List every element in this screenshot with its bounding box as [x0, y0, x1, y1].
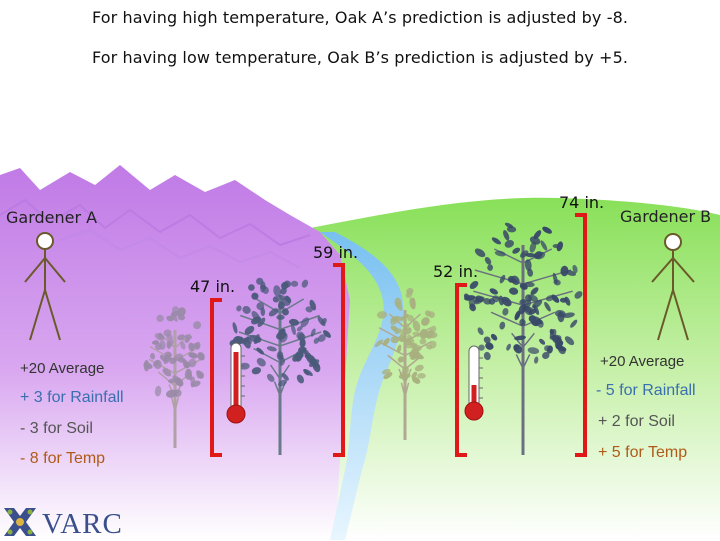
gardener-b-soil: + 2 for Soil	[598, 413, 675, 430]
caption-low-temperature: For having low temperature, Oak B’s pred…	[91, 48, 629, 67]
caption-high-temperature: For having high temperature, Oak A’s pre…	[91, 8, 629, 27]
tree-b-large-height: 74 in.	[559, 193, 605, 212]
bracket-a-small	[210, 298, 222, 457]
gardener-a-average: +20 Average	[20, 360, 105, 377]
tree-a-small-height: 47 in.	[190, 277, 236, 296]
tree-a-large-height: 59 in.	[313, 243, 359, 262]
gardener-a-rainfall: + 3 for Rainfall	[20, 389, 124, 406]
varc-logo-text: VARC	[42, 508, 123, 540]
thermometer-a-icon	[226, 342, 246, 424]
gardener-a-label: Gardener A	[6, 208, 98, 227]
gardener-b-temp: + 5 for Temp	[598, 444, 688, 461]
gardener-a-soil: - 3 for Soil	[20, 420, 93, 437]
gardener-b-rainfall: - 5 for Rainfall	[596, 382, 696, 399]
varc-logo-icon	[4, 508, 36, 536]
gardener-a-temp: - 8 for Temp	[20, 450, 106, 467]
tree-a-small-icon	[143, 306, 205, 448]
gardener-b-label: Gardener B	[620, 207, 712, 226]
gardener-b-average: +20 Average	[600, 353, 685, 370]
tree-b-small-height: 52 in.	[433, 262, 479, 281]
bracket-a-large	[333, 263, 345, 457]
tree-a-large-icon	[229, 277, 331, 455]
river	[320, 232, 404, 540]
gardener-b-figure	[651, 233, 695, 341]
tree-b-large-icon	[463, 222, 583, 455]
bracket-b-small	[455, 283, 467, 457]
gardener-a-figure	[24, 232, 66, 341]
thermometer-b-icon	[464, 345, 484, 421]
bracket-b-large	[575, 213, 587, 457]
tree-b-small-icon	[374, 287, 438, 440]
meadow-hill	[300, 197, 720, 540]
